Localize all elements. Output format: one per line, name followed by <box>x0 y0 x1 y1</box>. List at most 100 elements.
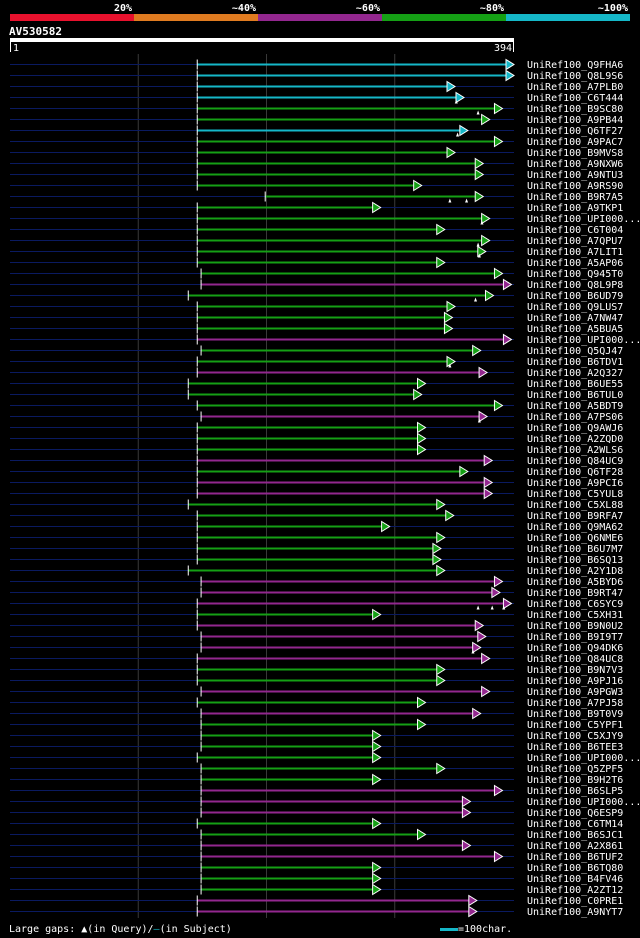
hit-label[interactable]: UniRef100_A2ZQD0 <box>527 434 623 445</box>
hit-label[interactable]: UniRef100_B9N0U2 <box>527 621 623 632</box>
hit-label[interactable]: UniRef100_Q84UC8 <box>527 654 623 665</box>
hit-label[interactable]: UniRef100_A9NYT7 <box>527 907 623 918</box>
hit-label[interactable]: UniRef100_A9PB44 <box>527 115 623 126</box>
hit-arrow-icon <box>474 168 485 181</box>
hit-label[interactable]: UniRef100_C5XH31 <box>527 610 623 621</box>
gap-marker-icon <box>456 132 460 137</box>
hit-label[interactable]: UniRef100_B6UE55 <box>527 379 623 390</box>
hit-label[interactable]: UniRef100_Q5QJ47 <box>527 346 623 357</box>
hit-label[interactable]: UniRef100_C5XL88 <box>527 500 623 511</box>
hit-label[interactable]: UniRef100_A7NW47 <box>527 313 623 324</box>
hit-arrow-icon <box>468 905 478 918</box>
hit-label[interactable]: UniRef100_A9PAC7 <box>527 137 623 148</box>
hit-label[interactable]: UniRef100_A7LIT1 <box>527 247 623 258</box>
hit-label[interactable]: UniRef100_C5YPF1 <box>527 720 623 731</box>
hit-arrow-icon <box>432 553 442 566</box>
hit-label[interactable]: UniRef100_B9R7A5 <box>527 192 623 203</box>
hit-label[interactable]: UniRef100_C5XJY9 <box>527 731 623 742</box>
hit-label[interactable]: UniRef100_UPI000... <box>527 797 640 808</box>
hit-label[interactable]: UniRef100_B4FV46 <box>527 874 623 885</box>
hit-label[interactable]: UniRef100_A2ZT12 <box>527 885 623 896</box>
hit-label[interactable]: UniRef100_B6TDV1 <box>527 357 623 368</box>
identity-bin-label-1: 20% <box>114 3 132 14</box>
hit-arrow-icon <box>478 366 489 379</box>
hit-label[interactable]: UniRef100_Q8L9P8 <box>527 280 623 291</box>
hit-label[interactable]: UniRef100_C6SYC9 <box>527 599 623 610</box>
hit-label[interactable]: UniRef100_B9SC80 <box>527 104 623 115</box>
hit-label[interactable]: UniRef100_A9PJ16 <box>527 676 623 687</box>
hit-label[interactable]: UniRef100_A5BYD6 <box>527 577 623 588</box>
hit-label[interactable]: UniRef100_A2Y1D8 <box>527 566 623 577</box>
hit-label[interactable]: UniRef100_Q9AWJ6 <box>527 423 623 434</box>
hit-label[interactable]: UniRef100_B6SJC1 <box>527 830 623 841</box>
hit-label[interactable]: UniRef100_B9N7V3 <box>527 665 623 676</box>
hit-label[interactable]: UniRef100_A9NTU3 <box>527 170 623 181</box>
hit-label[interactable]: UniRef100_Q9LUS7 <box>527 302 623 313</box>
hit-label[interactable]: UniRef100_Q945T0 <box>527 269 623 280</box>
hit-label[interactable]: UniRef100_Q94DK6 <box>527 643 623 654</box>
hit-arrow-icon <box>372 751 382 764</box>
hit-label[interactable]: UniRef100_Q6TF27 <box>527 126 623 137</box>
hit-label[interactable]: UniRef100_B6TQ80 <box>527 863 623 874</box>
hit-label[interactable]: UniRef100_Q6NME6 <box>527 533 623 544</box>
hit-label[interactable]: UniRef100_A7QPU7 <box>527 236 623 247</box>
hit-arrow-icon <box>372 740 382 753</box>
legend-gaps-prefix: Large gaps: <box>9 924 76 935</box>
hit-label[interactable]: UniRef100_Q9MA62 <box>527 522 623 533</box>
hit-label[interactable]: UniRef100_B9I9T7 <box>527 632 623 643</box>
hit-arrow-icon <box>484 289 495 302</box>
hit-label[interactable]: UniRef100_Q9FHA6 <box>527 60 623 71</box>
hit-label[interactable]: UniRef100_A9PGW3 <box>527 687 623 698</box>
hit-label[interactable]: UniRef100_B6UD79 <box>527 291 623 302</box>
hit-label[interactable]: UniRef100_B6U7M7 <box>527 544 623 555</box>
hit-label[interactable]: UniRef100_A5AP06 <box>527 258 623 269</box>
hit-label[interactable]: UniRef100_C6TM14 <box>527 819 623 830</box>
hit-label[interactable]: UniRef100_B6TUL0 <box>527 390 623 401</box>
hit-label[interactable]: UniRef100_B6TUF2 <box>527 852 623 863</box>
hit-label[interactable]: UniRef100_B6SQ13 <box>527 555 623 566</box>
hit-label[interactable]: UniRef100_A9NXW6 <box>527 159 623 170</box>
hit-label[interactable]: UniRef100_A2Q327 <box>527 368 623 379</box>
hit-label[interactable]: UniRef100_B6TEE3 <box>527 742 623 753</box>
hit-arrow-icon <box>459 465 469 478</box>
hit-label[interactable]: UniRef100_B6SLP5 <box>527 786 623 797</box>
hit-label[interactable]: UniRef100_Q6ESP9 <box>527 808 623 819</box>
hit-label[interactable]: UniRef100_B9MVS8 <box>527 148 623 159</box>
hit-arrow-icon <box>417 432 427 445</box>
hit-arrow-icon <box>436 256 446 269</box>
hit-label[interactable]: UniRef100_UPI000... <box>527 214 640 225</box>
hit-label[interactable]: UniRef100_C6T004 <box>527 225 623 236</box>
hit-label[interactable]: UniRef100_B9T0V9 <box>527 709 623 720</box>
hit-arrow-icon <box>461 795 472 808</box>
hit-label[interactable]: UniRef100_B9H2T6 <box>527 775 623 786</box>
hit-label[interactable]: UniRef100_A7PJ58 <box>527 698 623 709</box>
hit-label[interactable]: UniRef100_A2X861 <box>527 841 623 852</box>
hit-arrow-icon <box>436 531 446 544</box>
hit-label[interactable]: UniRef100_UPI000... <box>527 335 640 346</box>
hit-label[interactable]: UniRef100_A9PCI6 <box>527 478 623 489</box>
hit-label[interactable]: UniRef100_UPI000... <box>527 753 640 764</box>
hit-arrow-icon <box>446 146 456 159</box>
hit-label[interactable]: UniRef100_Q6TF28 <box>527 467 623 478</box>
hit-label[interactable]: UniRef100_A9RS90 <box>527 181 623 192</box>
gap-marker-icon <box>474 297 478 302</box>
hit-label[interactable]: UniRef100_C5YUL8 <box>527 489 623 500</box>
hit-label[interactable]: UniRef100_A7PS06 <box>527 412 623 423</box>
hit-label[interactable]: UniRef100_C0PRE1 <box>527 896 623 907</box>
hit-label[interactable]: UniRef100_Q5ZPF5 <box>527 764 623 775</box>
hit-label[interactable]: UniRef100_Q8L9S6 <box>527 71 623 82</box>
hit-label[interactable]: UniRef100_A9TKP1 <box>527 203 623 214</box>
hit-label[interactable]: UniRef100_A5BUA5 <box>527 324 623 335</box>
hit-label[interactable]: UniRef100_C6T444 <box>527 93 623 104</box>
hit-arrow-icon <box>445 509 455 522</box>
hit-arrow-icon <box>417 377 427 390</box>
hit-label[interactable]: UniRef100_A2WLS6 <box>527 445 623 456</box>
hit-label[interactable]: UniRef100_Q84UC9 <box>527 456 623 467</box>
hit-label[interactable]: UniRef100_B9RT47 <box>527 588 623 599</box>
hit-label[interactable]: UniRef100_B9RFA7 <box>527 511 623 522</box>
hit-label[interactable]: UniRef100_A5BDT9 <box>527 401 623 412</box>
hit-label[interactable]: UniRef100_A7PLB0 <box>527 82 623 93</box>
hit-arrow-icon <box>483 454 494 467</box>
legend-subject-text: (in Subject) <box>159 924 232 935</box>
